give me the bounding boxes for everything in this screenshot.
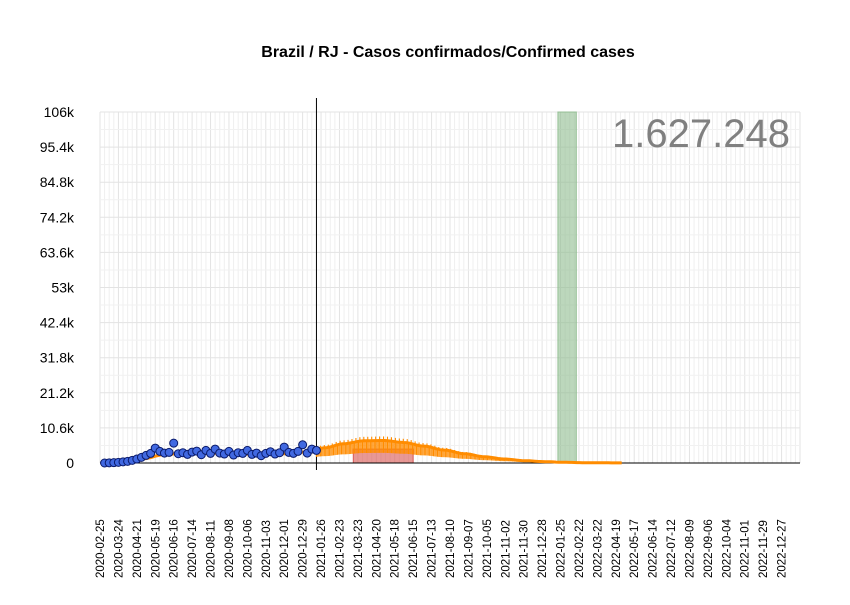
y-tick-label: 0 <box>66 455 74 471</box>
x-tick-label: 2021-10-05 <box>482 519 494 578</box>
x-tick-label: 2021-08-10 <box>445 519 457 578</box>
x-tick-label: 2022-11-01 <box>740 520 752 578</box>
y-tick-label: 84.8k <box>40 174 75 190</box>
x-tick-label: 2022-02-22 <box>574 519 586 578</box>
axes <box>100 98 800 470</box>
y-tick-labels: 0 10.6k 21.2k 31.8k 42.4k 53k 63.6k 74.2k 84.8k 9… <box>40 104 75 471</box>
x-tick-labels: 2020-02-25 2020-03-24 2020-04-21 2020-05-19… <box>95 519 789 579</box>
total-cases-label: 1.627.248 <box>612 112 790 156</box>
x-tick-label: 2021-09-07 <box>463 519 475 578</box>
x-tick-label: 2020-04-21 <box>132 519 144 578</box>
y-tick-label: 106k <box>44 104 75 120</box>
x-tick-label: 2022-03-22 <box>592 519 604 578</box>
x-tick-label: 2022-01-25 <box>556 519 568 578</box>
x-tick-label: 2020-10-06 <box>242 519 254 578</box>
y-tick-label: 53k <box>51 280 75 296</box>
data-point <box>311 445 321 455</box>
x-tick-label: 2022-09-06 <box>703 519 715 578</box>
y-tick-label: 10.6k <box>40 420 75 436</box>
y-tick-label: 74.2k <box>40 209 75 225</box>
chart-title: Brazil / RJ - Casos confirmados/Confirme… <box>261 44 635 61</box>
x-tick-label: 2020-12-01 <box>279 519 291 578</box>
x-tick-label: 2022-11-29 <box>758 520 770 578</box>
x-tick-label: 2020-08-11 <box>206 520 218 578</box>
highlight-region-0 <box>557 111 577 464</box>
data-point <box>164 447 174 457</box>
x-tick-label: 2020-09-08 <box>224 519 236 578</box>
x-tick-label: 2022-10-04 <box>721 519 733 578</box>
x-tick-label: 2020-07-14 <box>187 519 199 578</box>
x-tick-label: 2020-02-25 <box>95 519 107 578</box>
x-tick-label: 2021-06-15 <box>408 519 420 578</box>
data-point <box>298 440 308 450</box>
x-tick-label: 2021-12-28 <box>537 519 549 578</box>
y-tick-label: 42.4k <box>40 315 75 331</box>
y-tick-label: 95.4k <box>40 139 75 155</box>
data-point <box>293 446 303 456</box>
y-tick-label: 21.2k <box>40 385 75 401</box>
fitted-curve <box>103 436 624 465</box>
x-tick-label: 2021-11-30 <box>519 520 531 578</box>
x-tick-label: 2022-06-14 <box>648 519 660 578</box>
y-tick-label: 31.8k <box>40 350 75 366</box>
x-tick-label: 2020-05-19 <box>150 519 162 578</box>
x-tick-label: 2020-03-24 <box>113 519 125 578</box>
x-tick-label: 2022-05-17 <box>629 519 641 578</box>
x-tick-label: 2022-12-27 <box>777 519 789 578</box>
x-tick-label: 2021-02-23 <box>335 519 347 578</box>
x-tick-label: 2020-06-16 <box>169 519 181 578</box>
x-tick-label: 2021-05-18 <box>390 519 402 578</box>
y-tick-label: 63.6k <box>40 244 75 260</box>
x-tick-label: 2021-03-23 <box>353 519 365 578</box>
x-tick-label: 2021-01-26 <box>316 519 328 578</box>
x-tick-label: 2022-04-19 <box>611 519 623 578</box>
x-tick-label: 2021-04-20 <box>371 519 383 578</box>
observed-points <box>100 438 321 468</box>
x-tick-label: 2020-11-03 <box>261 520 273 578</box>
data-point <box>169 438 179 448</box>
grid <box>99 111 801 464</box>
x-tick-label: 2022-07-12 <box>666 519 678 578</box>
x-tick-label: 2020-12-29 <box>298 519 310 578</box>
x-tick-label: 2021-07-13 <box>427 519 439 578</box>
x-tick-label: 2022-08-09 <box>685 519 697 578</box>
x-tick-label: 2021-11-02 <box>500 520 512 578</box>
